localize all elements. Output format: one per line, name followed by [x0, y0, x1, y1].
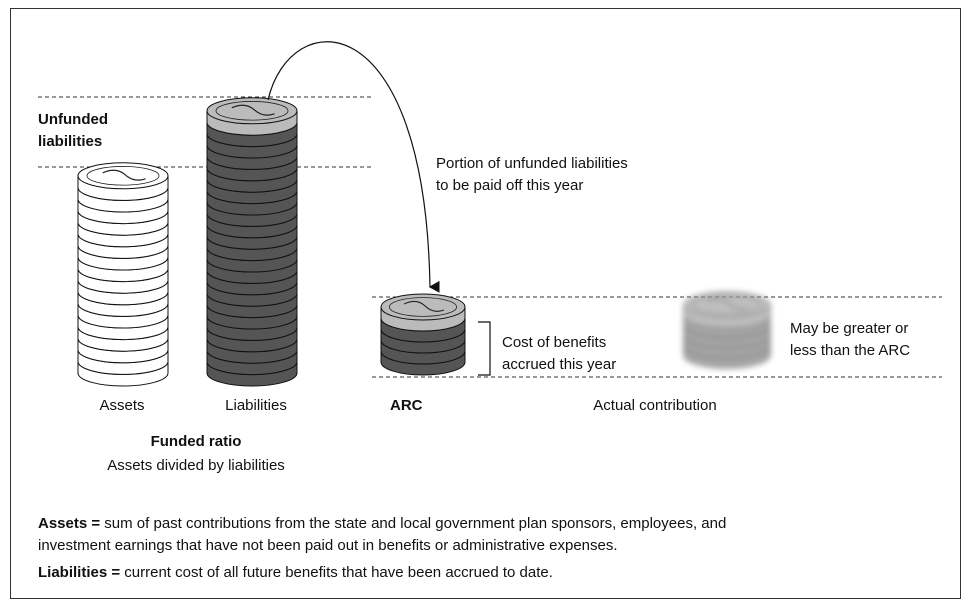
unfunded-label: Unfunded — [38, 111, 108, 128]
actual-note: less than the ARC — [790, 342, 910, 359]
arrow-note: to be paid off this year — [436, 177, 583, 194]
arrow — [267, 41, 440, 293]
actual-note: May be greater or — [790, 320, 908, 337]
funded-ratio-title: Funded ratio — [151, 433, 242, 450]
coin-part — [102, 169, 146, 181]
coin-part — [707, 298, 749, 310]
definition: Assets = sum of past contributions from … — [38, 515, 726, 532]
coin-part — [403, 300, 445, 312]
frame — [10, 8, 961, 599]
coin-part — [77, 162, 169, 190]
definition: Liabilities = current cost of all future… — [38, 564, 553, 581]
coin-stack — [206, 97, 298, 387]
term: Assets = — [38, 515, 100, 532]
actual-label: Actual contribution — [593, 397, 716, 414]
coin-part — [380, 293, 466, 321]
coin-part — [388, 297, 457, 317]
coin-part — [86, 166, 160, 186]
bracket — [478, 321, 491, 376]
arc-note: Cost of benefits — [502, 334, 606, 351]
coin-part — [692, 295, 762, 315]
definition-text: sum of past contributions from the state… — [100, 515, 726, 532]
coin-stack — [380, 293, 466, 376]
liabilities-label: Liabilities — [225, 397, 287, 414]
funded-ratio-description: Assets divided by liabilities — [107, 457, 285, 474]
unfunded-label: liabilities — [38, 133, 102, 150]
coin-part — [206, 97, 298, 125]
coin-part — [683, 291, 771, 319]
coin-part — [215, 101, 289, 121]
coin-stack — [77, 162, 169, 387]
arc-label: ARC — [390, 397, 423, 414]
coin-stack — [683, 291, 771, 369]
assets-label: Assets — [99, 397, 144, 414]
definition-text: investment earnings that have not been p… — [38, 537, 618, 554]
term: Liabilities = — [38, 564, 120, 581]
definition-text: current cost of all future benefits that… — [120, 564, 553, 581]
coin-stacks — [77, 97, 771, 387]
coin-part — [231, 104, 275, 116]
arrow-note: Portion of unfunded liabilities — [436, 155, 628, 172]
arc-note: accrued this year — [502, 356, 616, 373]
